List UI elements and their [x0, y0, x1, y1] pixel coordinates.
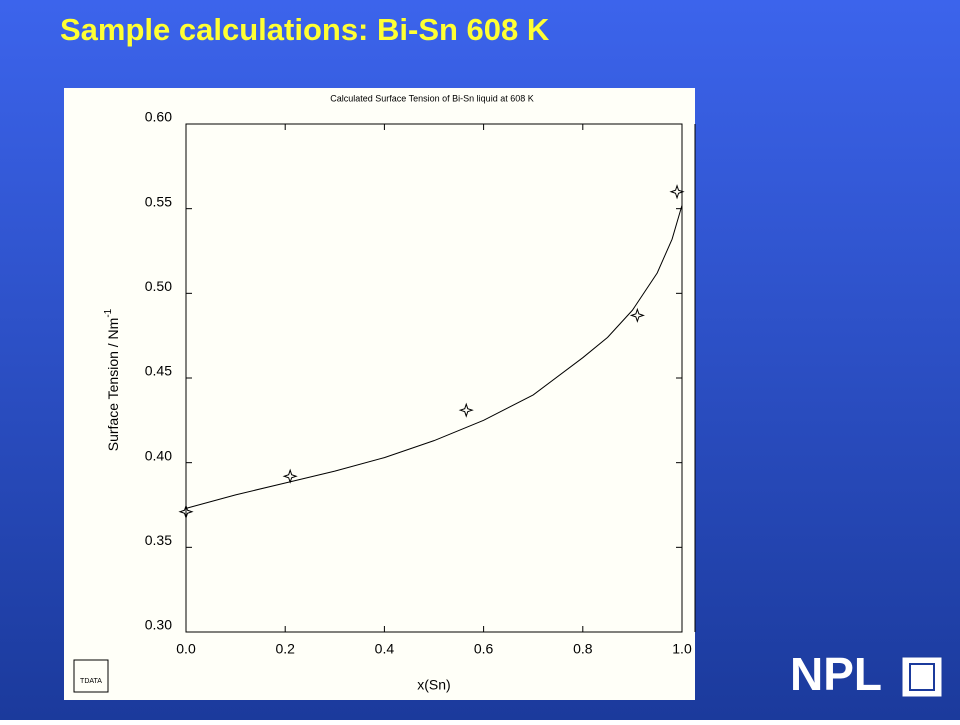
x-tick-label: 0.0	[176, 641, 196, 657]
data-point	[669, 184, 685, 200]
data-point	[458, 402, 474, 418]
chart-title: Calculated Surface Tension of Bi-Sn liqu…	[330, 93, 533, 103]
x-tick-label: 0.4	[375, 641, 395, 657]
y-tick-label: 0.30	[145, 617, 172, 633]
data-point	[178, 504, 194, 520]
y-tick-label: 0.40	[145, 447, 172, 463]
y-tick-label: 0.60	[145, 109, 172, 125]
y-axis-label-sup: -1	[103, 308, 114, 317]
data-point	[629, 307, 645, 323]
y-axis-label-text: Surface Tension / Nm	[105, 318, 121, 452]
npl-crest-inner	[909, 663, 935, 691]
corner-logo-box	[73, 659, 109, 693]
x-tick-label: 0.2	[275, 641, 295, 657]
slide-title: Sample calculations: Bi-Sn 608 K	[60, 12, 550, 47]
corner-logo: TDATA	[73, 659, 109, 693]
corner-logo-text: TDATA	[80, 678, 102, 685]
y-tick-label: 0.45	[145, 363, 172, 379]
fit-line	[185, 205, 683, 509]
chart-panel	[64, 88, 695, 700]
x-tick-label: 0.8	[573, 641, 593, 657]
y-tick-label: 0.55	[145, 193, 172, 209]
x-axis-label: x(Sn)	[417, 677, 450, 693]
x-tick-label: 0.6	[474, 641, 494, 657]
data-point	[282, 468, 298, 484]
x-tick-label: 1.0	[672, 641, 692, 657]
y-tick-label: 0.50	[145, 278, 172, 294]
npl-logo-text: NPL	[790, 648, 882, 700]
y-tick-label: 0.35	[145, 532, 172, 548]
npl-logo: NPL	[790, 648, 943, 700]
y-axis-label: Surface Tension / Nm-1	[103, 308, 121, 451]
